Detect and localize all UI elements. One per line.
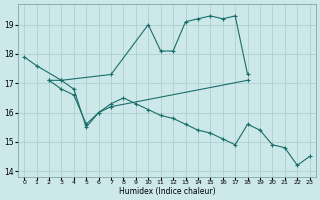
X-axis label: Humidex (Indice chaleur): Humidex (Indice chaleur) <box>119 187 215 196</box>
